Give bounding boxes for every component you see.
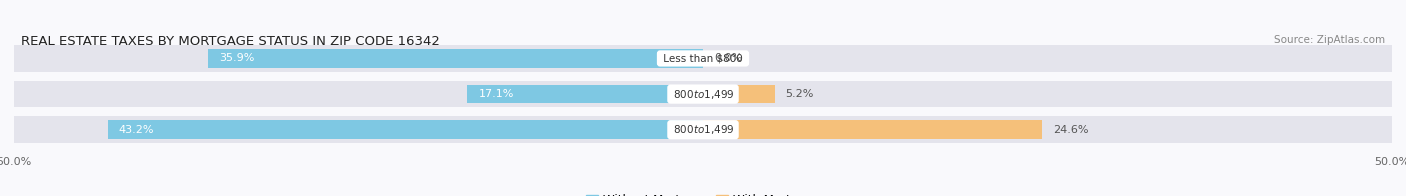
Bar (703, 121, 1042, 139)
Text: Source: ZipAtlas.com: Source: ZipAtlas.com (1274, 35, 1385, 45)
Text: REAL ESTATE TAXES BY MORTGAGE STATUS IN ZIP CODE 16342: REAL ESTATE TAXES BY MORTGAGE STATUS IN … (21, 35, 440, 48)
Legend: Without Mortgage, With Mortgage: Without Mortgage, With Mortgage (581, 189, 825, 196)
Bar (108, 121, 703, 139)
Bar (208, 49, 703, 68)
Text: $800 to $1,499: $800 to $1,499 (671, 123, 735, 136)
Text: 0.0%: 0.0% (714, 54, 742, 64)
Text: 24.6%: 24.6% (1053, 125, 1088, 135)
Text: 43.2%: 43.2% (118, 125, 155, 135)
Text: Less than $800: Less than $800 (659, 54, 747, 64)
Bar (14, 81, 1392, 107)
Text: $800 to $1,499: $800 to $1,499 (671, 88, 735, 101)
Bar (14, 45, 1392, 72)
Bar (703, 85, 775, 103)
Bar (14, 116, 1392, 143)
Text: 17.1%: 17.1% (478, 89, 513, 99)
Bar (467, 85, 703, 103)
Text: 5.2%: 5.2% (786, 89, 814, 99)
Text: 35.9%: 35.9% (219, 54, 254, 64)
